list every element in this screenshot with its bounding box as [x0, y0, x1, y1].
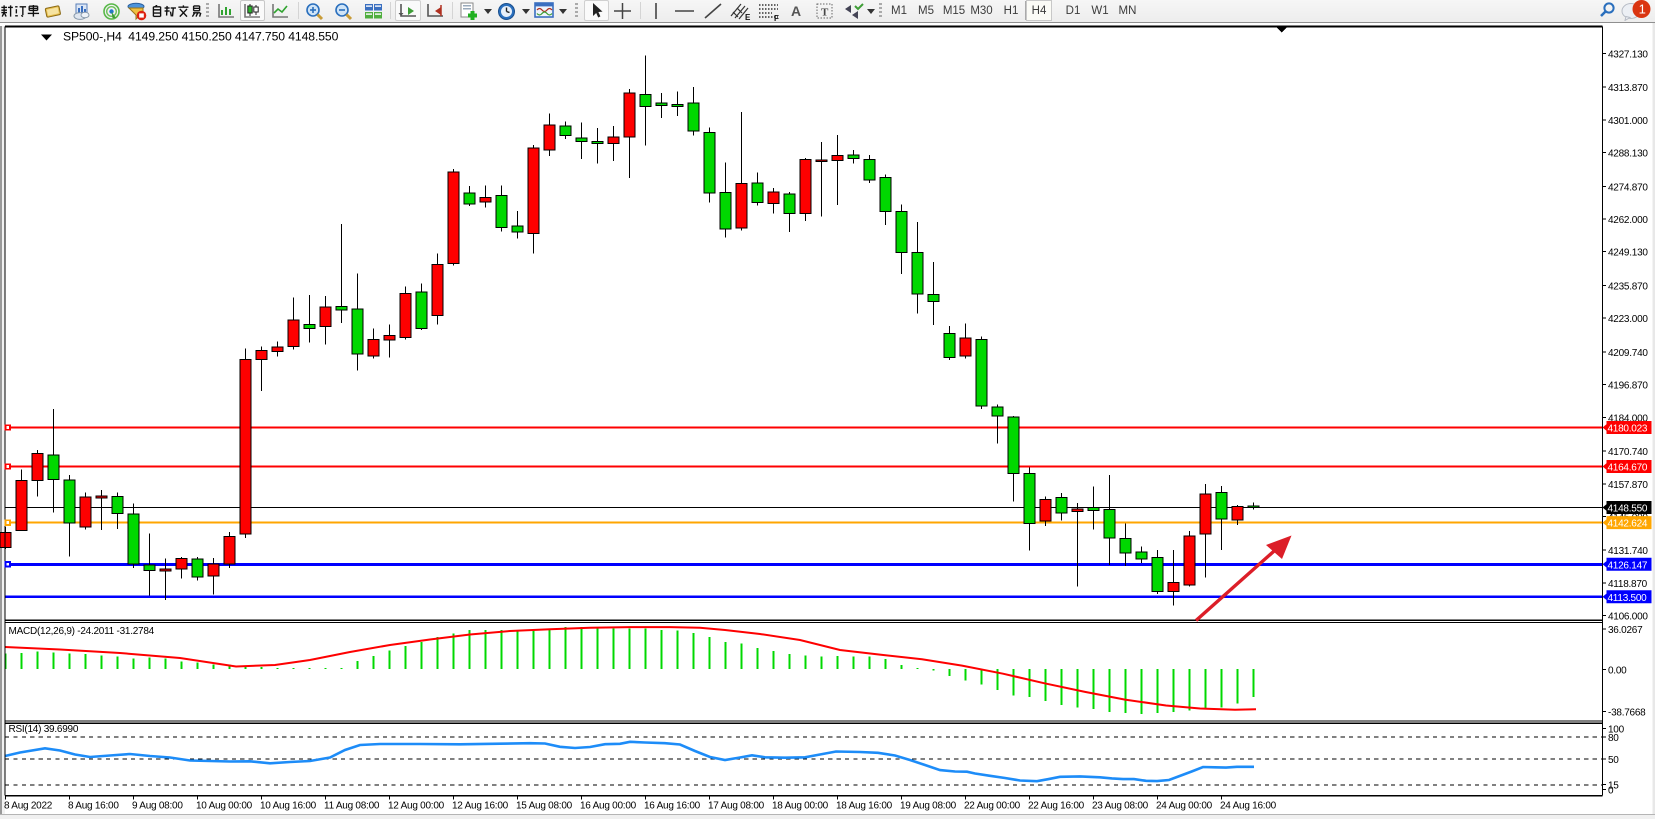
svg-text:4184.000: 4184.000 — [1608, 413, 1648, 424]
svg-text:11 Aug 08:00: 11 Aug 08:00 — [324, 801, 380, 812]
svg-text:18 Aug 00:00: 18 Aug 00:00 — [772, 801, 829, 812]
svg-text:-38.7668: -38.7668 — [1608, 708, 1646, 719]
svg-text:9 Aug 08:00: 9 Aug 08:00 — [132, 801, 183, 812]
svg-text:4327.130: 4327.130 — [1608, 49, 1648, 60]
svg-text:4223.000: 4223.000 — [1608, 314, 1648, 325]
svg-text:0.00: 0.00 — [1608, 666, 1627, 677]
svg-text:4164.670: 4164.670 — [1608, 463, 1648, 474]
svg-text:4196.870: 4196.870 — [1608, 381, 1648, 392]
svg-text:4142.624: 4142.624 — [1608, 519, 1648, 530]
svg-text:19 Aug 08:00: 19 Aug 08:00 — [900, 801, 957, 812]
svg-text:24 Aug 16:00: 24 Aug 16:00 — [1220, 801, 1277, 812]
svg-text:F: F — [774, 14, 779, 21]
svg-text:12 Aug 00:00: 12 Aug 00:00 — [388, 801, 445, 812]
svg-text:4126.147: 4126.147 — [1608, 560, 1648, 571]
svg-text:8 Aug 2022: 8 Aug 2022 — [4, 801, 53, 812]
svg-text:RSI(14) 39.6990: RSI(14) 39.6990 — [9, 724, 79, 735]
svg-text:17 Aug 08:00: 17 Aug 08:00 — [708, 801, 765, 812]
svg-text:22 Aug 16:00: 22 Aug 16:00 — [1028, 801, 1085, 812]
svg-text:23 Aug 08:00: 23 Aug 08:00 — [1092, 801, 1149, 812]
svg-text:16 Aug 16:00: 16 Aug 16:00 — [644, 801, 701, 812]
svg-text:12 Aug 16:00: 12 Aug 16:00 — [452, 801, 509, 812]
svg-text:4262.000: 4262.000 — [1608, 215, 1648, 226]
svg-text:MACD(12,26,9) -24.2011 -31.278: MACD(12,26,9) -24.2011 -31.2784 — [9, 626, 155, 637]
svg-text:80: 80 — [1608, 733, 1619, 744]
svg-text:0: 0 — [1608, 786, 1614, 797]
svg-text:4131.740: 4131.740 — [1608, 546, 1648, 557]
svg-text:4209.740: 4209.740 — [1608, 348, 1648, 359]
svg-text:16 Aug 00:00: 16 Aug 00:00 — [580, 801, 637, 812]
svg-text:4288.130: 4288.130 — [1608, 149, 1648, 160]
svg-text:T: T — [821, 7, 829, 19]
svg-text:15 Aug 08:00: 15 Aug 08:00 — [516, 801, 573, 812]
svg-text:4249.130: 4249.130 — [1608, 248, 1648, 259]
svg-text:4157.870: 4157.870 — [1608, 480, 1648, 491]
svg-text:15: 15 — [1608, 780, 1619, 791]
svg-text:4170.740: 4170.740 — [1608, 447, 1648, 458]
svg-text:100: 100 — [1608, 725, 1625, 736]
svg-text:50: 50 — [1608, 755, 1619, 766]
svg-text:E: E — [745, 13, 751, 21]
svg-text:10 Aug 16:00: 10 Aug 16:00 — [260, 801, 317, 812]
svg-text:4106.000: 4106.000 — [1608, 612, 1648, 623]
svg-text:8 Aug 16:00: 8 Aug 16:00 — [68, 801, 119, 812]
svg-text:10 Aug 00:00: 10 Aug 00:00 — [196, 801, 253, 812]
svg-text:36.0267: 36.0267 — [1608, 625, 1643, 636]
svg-text:18 Aug 16:00: 18 Aug 16:00 — [836, 801, 893, 812]
svg-text:4301.000: 4301.000 — [1608, 116, 1648, 127]
svg-text:4148.550: 4148.550 — [1608, 504, 1648, 515]
svg-text:4180.023: 4180.023 — [1608, 424, 1648, 435]
svg-text:4118.870: 4118.870 — [1608, 579, 1648, 590]
svg-text:4313.870: 4313.870 — [1608, 83, 1648, 94]
svg-text:24 Aug 00:00: 24 Aug 00:00 — [1156, 801, 1213, 812]
svg-text:4235.870: 4235.870 — [1608, 282, 1648, 293]
svg-text:1: 1 — [1639, 1, 1646, 16]
svg-text:4113.500: 4113.500 — [1608, 593, 1648, 604]
svg-text:4274.870: 4274.870 — [1608, 182, 1648, 193]
svg-text:22 Aug 00:00: 22 Aug 00:00 — [964, 801, 1021, 812]
svg-text:SP500-,H4 4149.250 4150.250 4: SP500-,H4 4149.250 4150.250 4147.750 414… — [63, 30, 339, 44]
